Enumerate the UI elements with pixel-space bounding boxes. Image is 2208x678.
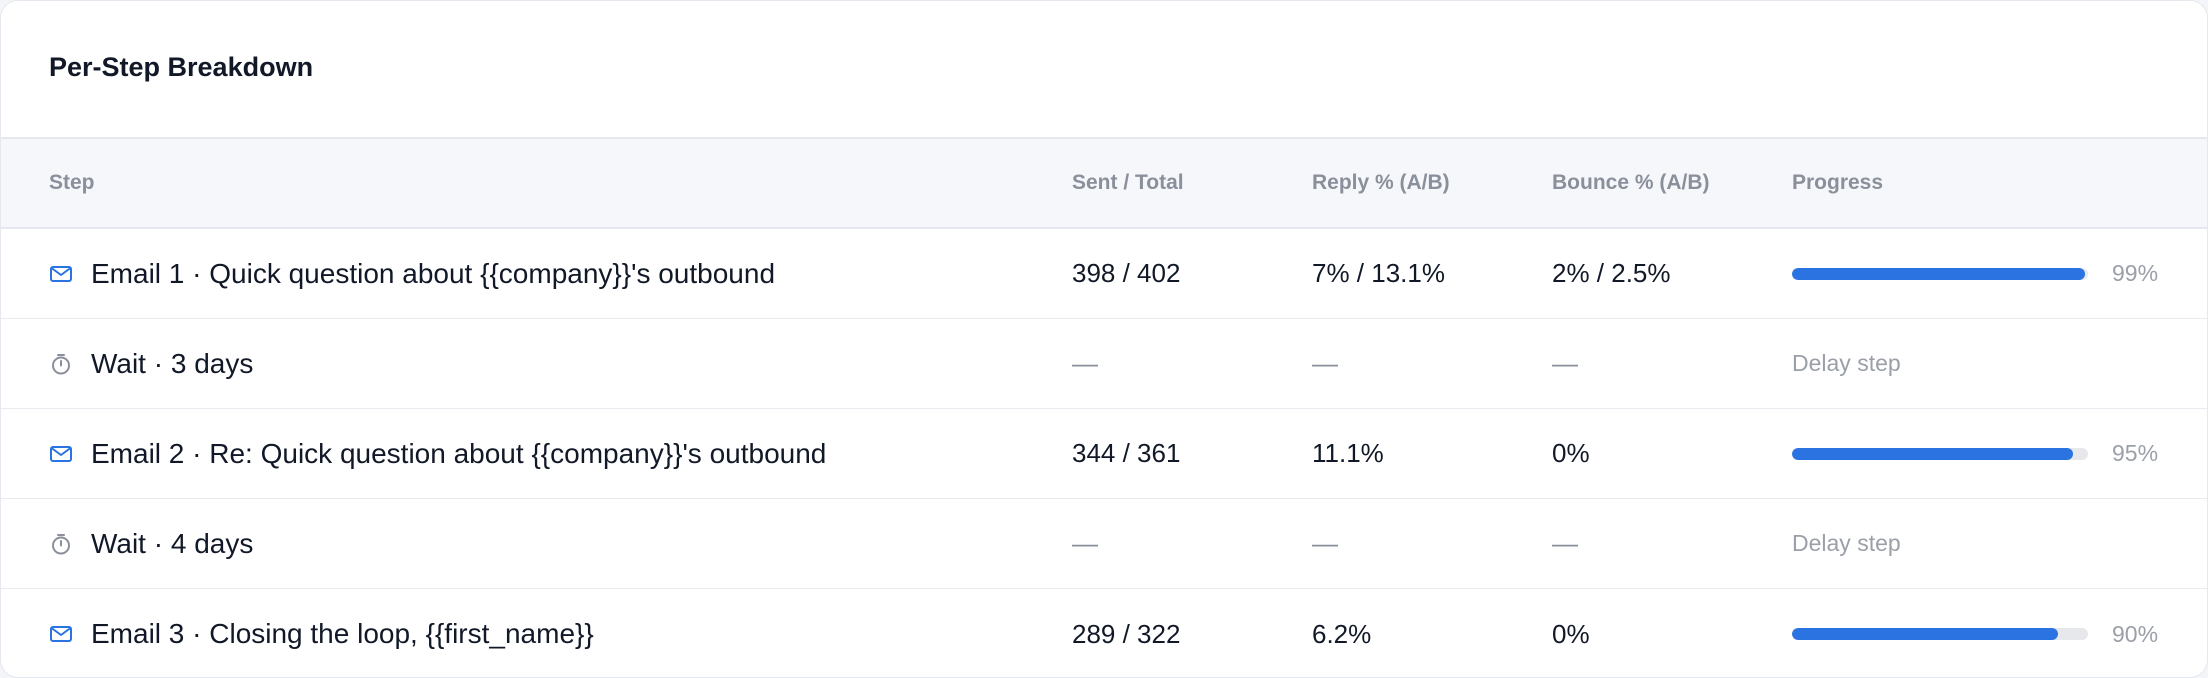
step-label: Email 2 · Re: Quick question about {{com… [91, 437, 827, 469]
header-sent-total[interactable]: Sent / Total [1072, 171, 1184, 194]
table-row[interactable]: Email 1 · Quick question about {{company… [1, 229, 2207, 319]
header-reply-rate[interactable]: Reply % (A/B) [1312, 171, 1450, 194]
mail-icon [49, 262, 73, 286]
step-label: Email 3 · Closing the loop, {{first_name… [91, 618, 594, 649]
progress-cell: Delay step [1792, 350, 2207, 377]
bounce-rate-value: 0% [1552, 618, 1590, 649]
bounce-rate-value: 2% / 2.5% [1552, 258, 1671, 288]
step-table: Step Sent / Total Reply % (A/B) Bounce %… [1, 139, 2207, 677]
sent-total-value: 398 / 402 [1072, 258, 1181, 288]
progress-percent: 99% [2112, 260, 2159, 286]
progress-cell: 95% [1792, 440, 2207, 467]
progress-bar-fill [1792, 267, 2086, 280]
step-cell: Wait · 4 days [1, 528, 1072, 560]
reply-rate-value: — [1312, 528, 1338, 558]
table-row[interactable]: Wait · 3 days — — — Delay step [1, 319, 2207, 409]
table-header-row: Step Sent / Total Reply % (A/B) Bounce %… [1, 139, 2207, 229]
step-cell: Wait · 3 days [1, 348, 1072, 380]
bounce-rate-value: 0% [1552, 438, 1590, 468]
timer-icon [49, 532, 73, 556]
step-label: Email 1 · Quick question about {{company… [91, 257, 776, 289]
progress-bar [1792, 447, 2088, 460]
mail-icon [49, 622, 73, 646]
sent-total-value: 289 / 322 [1072, 618, 1181, 649]
bounce-rate-value: — [1552, 348, 1578, 378]
progress-percent: 90% [2112, 620, 2159, 647]
header-bounce-rate[interactable]: Bounce % (A/B) [1552, 171, 1710, 194]
step-cell: Email 3 · Closing the loop, {{first_name… [1, 618, 1072, 650]
delay-step-label: Delay step [1792, 350, 1901, 376]
delay-step-label: Delay step [1792, 530, 1901, 556]
progress-bar [1792, 267, 2088, 280]
reply-rate-value: 11.1% [1312, 438, 1384, 468]
sent-total-value: — [1072, 348, 1098, 378]
progress-bar-fill [1792, 628, 2059, 640]
progress-percent: 95% [2112, 440, 2159, 466]
progress-bar [1792, 628, 2088, 640]
progress-cell: Delay step [1792, 530, 2207, 557]
reply-rate-value: 6.2% [1312, 618, 1372, 649]
sent-total-value: 344 / 361 [1072, 438, 1181, 468]
progress-cell: 99% [1792, 260, 2207, 287]
step-cell: Email 1 · Quick question about {{company… [1, 258, 1072, 290]
header-progress[interactable]: Progress [1792, 171, 1884, 194]
step-label: Wait · 4 days [91, 527, 254, 559]
timer-icon [49, 352, 73, 376]
step-label: Wait · 3 days [91, 347, 254, 379]
sent-total-value: — [1072, 528, 1098, 558]
bounce-rate-value: — [1552, 528, 1578, 558]
table-row[interactable]: Email 3 · Closing the loop, {{first_name… [1, 589, 2207, 677]
reply-rate-value: 7% / 13.1% [1312, 258, 1445, 288]
header-step[interactable]: Step [49, 171, 95, 194]
card-header: Per-Step Breakdown [1, 1, 2207, 139]
mail-icon [49, 442, 73, 466]
progress-cell: 90% [1792, 621, 2207, 648]
progress-bar-fill [1792, 447, 2074, 460]
card-title: Per-Step Breakdown [49, 51, 314, 82]
table-row[interactable]: Email 2 · Re: Quick question about {{com… [1, 409, 2207, 499]
table-row[interactable]: Wait · 4 days — — — Delay step [1, 499, 2207, 589]
reply-rate-value: — [1312, 348, 1338, 378]
step-cell: Email 2 · Re: Quick question about {{com… [1, 438, 1072, 470]
